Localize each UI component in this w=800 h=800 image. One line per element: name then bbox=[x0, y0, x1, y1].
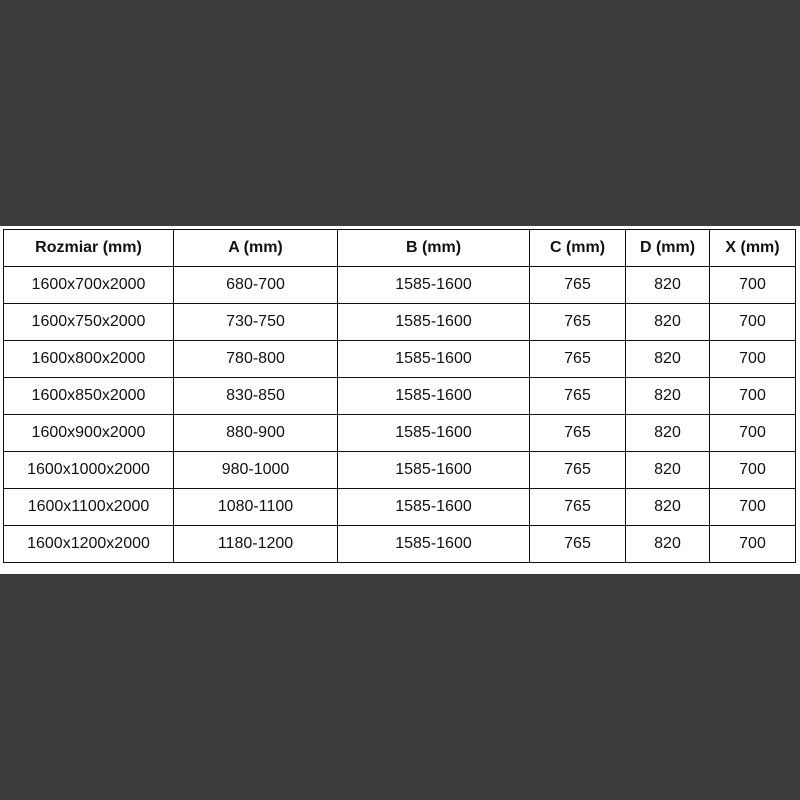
table-cell: 1585-1600 bbox=[337, 414, 530, 452]
table-cell: 1585-1600 bbox=[337, 340, 530, 378]
table-row: 1600x700x2000 680-700 1585-1600 765 820 700 bbox=[3, 266, 796, 304]
table-cell: 1585-1600 bbox=[337, 266, 530, 304]
table-sheet: Rozmiar (mm) A (mm) B (mm) C (mm) D (mm) X (m… bbox=[0, 226, 800, 574]
table-row: 1600x1000x2000 980-1000 1585-1600 765 820 700 bbox=[3, 451, 796, 489]
column-header: C (mm) bbox=[529, 229, 626, 267]
column-header: B (mm) bbox=[337, 229, 530, 267]
table-cell: 820 bbox=[625, 414, 710, 452]
table-cell: 765 bbox=[529, 451, 626, 489]
header-row: Rozmiar (mm) A (mm) B (mm) C (mm) D (mm) X (m… bbox=[3, 229, 796, 267]
table-row: 1600x1100x2000 1080-1100 1585-1600 765 820 70… bbox=[3, 488, 796, 526]
table-cell: 700 bbox=[709, 451, 796, 489]
table-cell: 820 bbox=[625, 340, 710, 378]
table-cell: 820 bbox=[625, 451, 710, 489]
table-cell: 1585-1600 bbox=[337, 303, 530, 341]
table-cell: 680-700 bbox=[173, 266, 338, 304]
table-cell: 780-800 bbox=[173, 340, 338, 378]
table-cell: 765 bbox=[529, 266, 626, 304]
table-cell: 1585-1600 bbox=[337, 451, 530, 489]
table-cell: 1585-1600 bbox=[337, 488, 530, 526]
dimensions-table: Rozmiar (mm) A (mm) B (mm) C (mm) D (mm) X (m… bbox=[3, 229, 796, 563]
table-cell: 1600x1200x2000 bbox=[3, 525, 174, 563]
table-cell: 700 bbox=[709, 525, 796, 563]
table-cell: 700 bbox=[709, 377, 796, 415]
table-cell: 980-1000 bbox=[173, 451, 338, 489]
table-cell: 1180-1200 bbox=[173, 525, 338, 563]
table-cell: 820 bbox=[625, 488, 710, 526]
table-cell: 1600x1100x2000 bbox=[3, 488, 174, 526]
table-cell: 1585-1600 bbox=[337, 525, 530, 563]
table-cell: 765 bbox=[529, 303, 626, 341]
table-row: 1600x800x2000 780-800 1585-1600 765 820 700 bbox=[3, 340, 796, 378]
column-header: D (mm) bbox=[625, 229, 710, 267]
table-cell: 1600x850x2000 bbox=[3, 377, 174, 415]
table-cell: 765 bbox=[529, 377, 626, 415]
table-cell: 820 bbox=[625, 303, 710, 341]
table-cell: 700 bbox=[709, 488, 796, 526]
column-header: Rozmiar (mm) bbox=[3, 229, 174, 267]
table-cell: 765 bbox=[529, 488, 626, 526]
table-cell: 1585-1600 bbox=[337, 377, 530, 415]
table-row: 1600x900x2000 880-900 1585-1600 765 820 700 bbox=[3, 414, 796, 452]
table-cell: 700 bbox=[709, 414, 796, 452]
table-cell: 1600x800x2000 bbox=[3, 340, 174, 378]
table-cell: 1600x900x2000 bbox=[3, 414, 174, 452]
table-cell: 1600x750x2000 bbox=[3, 303, 174, 341]
table-cell: 820 bbox=[625, 266, 710, 304]
table-cell: 700 bbox=[709, 340, 796, 378]
table-cell: 765 bbox=[529, 340, 626, 378]
table-cell: 820 bbox=[625, 525, 710, 563]
table-cell: 820 bbox=[625, 377, 710, 415]
table-cell: 880-900 bbox=[173, 414, 338, 452]
table-row: 1600x1200x2000 1180-1200 1585-1600 765 820 70… bbox=[3, 525, 796, 563]
table-cell: 830-850 bbox=[173, 377, 338, 415]
table-cell: 765 bbox=[529, 414, 626, 452]
table-cell: 765 bbox=[529, 525, 626, 563]
column-header: A (mm) bbox=[173, 229, 338, 267]
table-row: 1600x750x2000 730-750 1585-1600 765 820 700 bbox=[3, 303, 796, 341]
table-cell: 1080-1100 bbox=[173, 488, 338, 526]
table-cell: 730-750 bbox=[173, 303, 338, 341]
table-row: 1600x850x2000 830-850 1585-1600 765 820 700 bbox=[3, 377, 796, 415]
table-cell: 700 bbox=[709, 303, 796, 341]
table-cell: 1600x700x2000 bbox=[3, 266, 174, 304]
table-cell: 1600x1000x2000 bbox=[3, 451, 174, 489]
table-cell: 700 bbox=[709, 266, 796, 304]
column-header: X (mm) bbox=[709, 229, 796, 267]
